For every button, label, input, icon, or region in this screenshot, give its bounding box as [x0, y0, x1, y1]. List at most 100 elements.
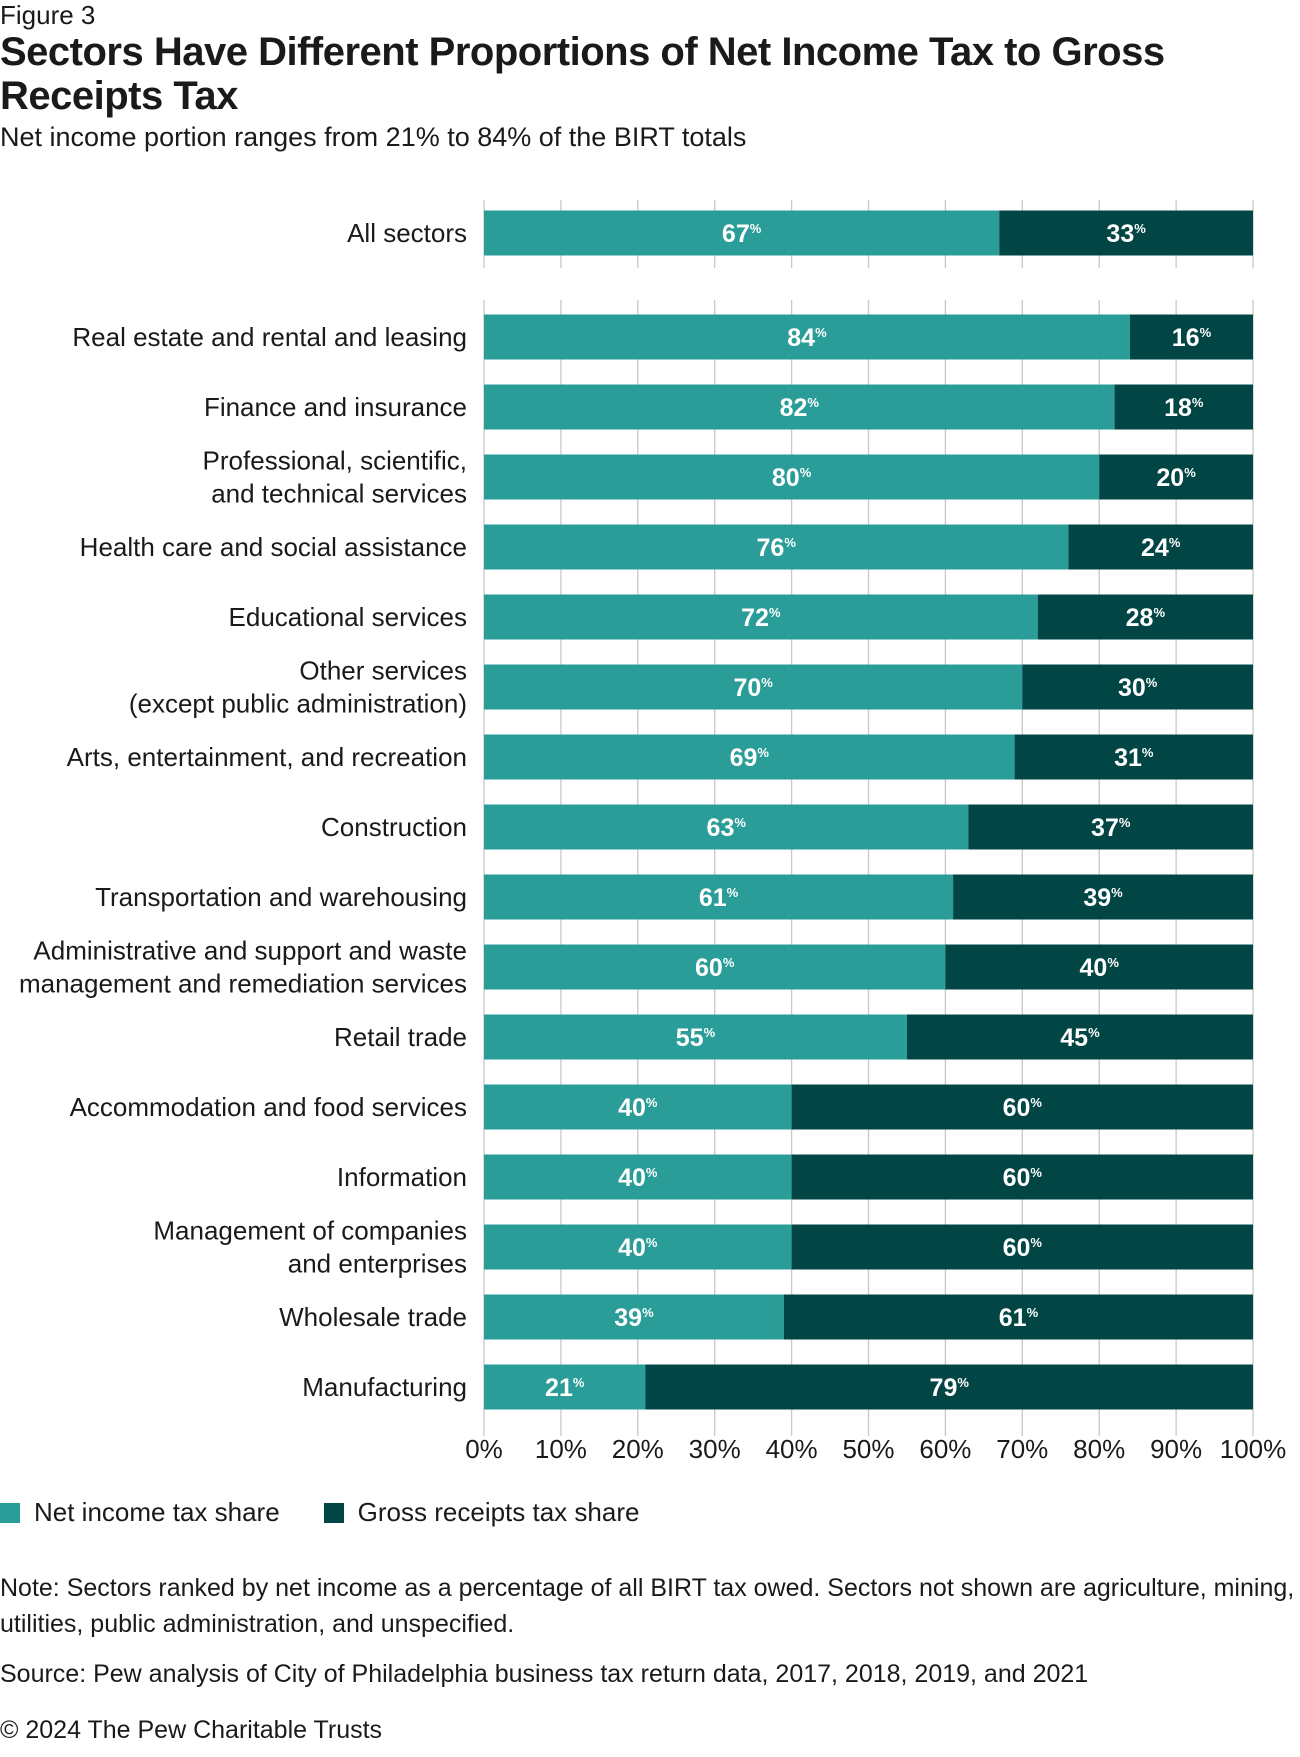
data-label-net: 70%	[733, 674, 773, 702]
category-label: Information	[337, 1162, 467, 1192]
x-tick-label: 70%	[996, 1434, 1048, 1464]
data-label-gross: 30%	[1118, 674, 1158, 702]
category-label: Management of companies	[153, 1216, 467, 1246]
category-label: Other services	[299, 656, 467, 686]
data-label-gross: 37%	[1091, 814, 1131, 842]
data-label-gross: 33%	[1106, 220, 1146, 248]
bar-gross	[1037, 594, 1253, 640]
data-label-net: 76%	[757, 534, 797, 562]
x-tick-label: 30%	[689, 1434, 741, 1464]
category-label: Accommodation and food services	[70, 1092, 467, 1122]
bar-net	[484, 594, 1038, 640]
bar-net	[484, 1014, 907, 1060]
x-tick-label: 100%	[1220, 1434, 1287, 1464]
bar-gross	[1068, 524, 1253, 570]
legend-swatch-net	[0, 1502, 20, 1523]
bar-gross	[968, 804, 1253, 850]
copyright: © 2024 The Pew Charitable Trusts	[0, 1716, 383, 1744]
bar-gross	[999, 210, 1253, 256]
category-label: Transportation and warehousing	[95, 882, 467, 912]
bar-net	[484, 1364, 646, 1410]
data-label-gross: 45%	[1060, 1024, 1100, 1052]
x-tick-label: 0%	[465, 1434, 503, 1464]
bar-net	[484, 734, 1015, 780]
data-label-gross: 60%	[1003, 1094, 1043, 1122]
data-label-gross: 60%	[1003, 1164, 1043, 1192]
category-label: Construction	[321, 812, 467, 842]
bar-net	[484, 1224, 792, 1270]
data-label-net: 80%	[772, 464, 812, 492]
data-label-gross: 31%	[1114, 744, 1154, 772]
data-label-net: 82%	[780, 394, 820, 422]
x-tick-label: 10%	[535, 1434, 587, 1464]
category-label: Professional, scientific,	[203, 446, 467, 476]
data-label-net: 63%	[707, 814, 747, 842]
bar-net	[484, 1154, 792, 1200]
bar-net	[484, 944, 946, 990]
x-tick-label: 50%	[842, 1434, 894, 1464]
chart-title: Sectors Have Different Proportions of Ne…	[0, 30, 1165, 118]
data-label-gross: 20%	[1156, 464, 1196, 492]
category-label: Finance and insurance	[204, 392, 467, 422]
data-label-net: 69%	[730, 744, 770, 772]
data-label-gross: 24%	[1141, 534, 1181, 562]
chart-subtitle: Net income portion ranges from 21% to 84…	[0, 122, 747, 152]
data-label-net: 21%	[545, 1374, 585, 1402]
category-label: and technical services	[211, 479, 467, 509]
data-label-gross: 60%	[1003, 1234, 1043, 1262]
x-tick-label: 60%	[919, 1434, 971, 1464]
bar-gross	[791, 1224, 1253, 1270]
data-label-gross: 40%	[1080, 954, 1120, 982]
bar-gross	[791, 1084, 1253, 1130]
bar-net	[484, 524, 1069, 570]
bar-gross	[1014, 734, 1253, 780]
x-tick-label: 20%	[612, 1434, 664, 1464]
legend: Net income tax share Gross receipts tax …	[0, 1497, 639, 1528]
bar-gross	[1022, 664, 1253, 710]
data-label-net: 84%	[787, 324, 827, 352]
bar-net	[484, 874, 954, 920]
x-tick-label: 80%	[1073, 1434, 1125, 1464]
data-label-net: 40%	[618, 1094, 658, 1122]
bar-gross	[945, 944, 1253, 990]
bar-gross	[645, 1364, 1253, 1410]
bar-gross	[783, 1294, 1253, 1340]
bar-gross	[906, 1014, 1253, 1060]
source: Source: Pew analysis of City of Philadel…	[0, 1660, 1089, 1688]
data-label-net: 40%	[618, 1234, 658, 1262]
category-label: Educational services	[229, 602, 467, 632]
bar-gross	[1099, 454, 1253, 500]
data-label-net: 55%	[676, 1024, 716, 1052]
data-label-net: 72%	[741, 604, 781, 632]
category-label: Wholesale trade	[279, 1302, 467, 1332]
data-label-net: 61%	[699, 884, 739, 912]
data-label-net: 67%	[722, 220, 762, 248]
bar-gross	[791, 1154, 1253, 1200]
bar-gross	[1129, 314, 1253, 360]
category-label: management and remediation services	[19, 969, 467, 999]
data-label-gross: 79%	[930, 1374, 970, 1402]
category-label: Arts, entertainment, and recreation	[67, 742, 467, 772]
legend-label-net: Net income tax share	[34, 1497, 280, 1527]
category-label: Real estate and rental and leasing	[72, 322, 467, 352]
x-tick-label: 90%	[1150, 1434, 1202, 1464]
category-label: Manufacturing	[302, 1372, 467, 1402]
bar-net	[484, 314, 1130, 360]
category-label: and enterprises	[288, 1249, 467, 1279]
bar-net	[484, 210, 1000, 256]
category-label: (except public administration)	[129, 689, 467, 719]
data-label-net: 39%	[614, 1304, 654, 1332]
bar-net	[484, 1084, 792, 1130]
bar-net	[484, 664, 1023, 710]
category-label: Administrative and support and waste	[33, 936, 467, 966]
legend-item-gross: Gross receipts tax share	[323, 1497, 639, 1528]
category-label: Health care and social assistance	[80, 532, 467, 562]
data-label-net: 60%	[695, 954, 735, 982]
bar-gross	[953, 874, 1253, 920]
x-tick-label: 40%	[766, 1434, 818, 1464]
category-label: Retail trade	[334, 1022, 467, 1052]
data-label-gross: 16%	[1172, 324, 1212, 352]
legend-item-net: Net income tax share	[0, 1497, 280, 1528]
category-label: All sectors	[347, 218, 467, 248]
data-label-gross: 28%	[1126, 604, 1166, 632]
